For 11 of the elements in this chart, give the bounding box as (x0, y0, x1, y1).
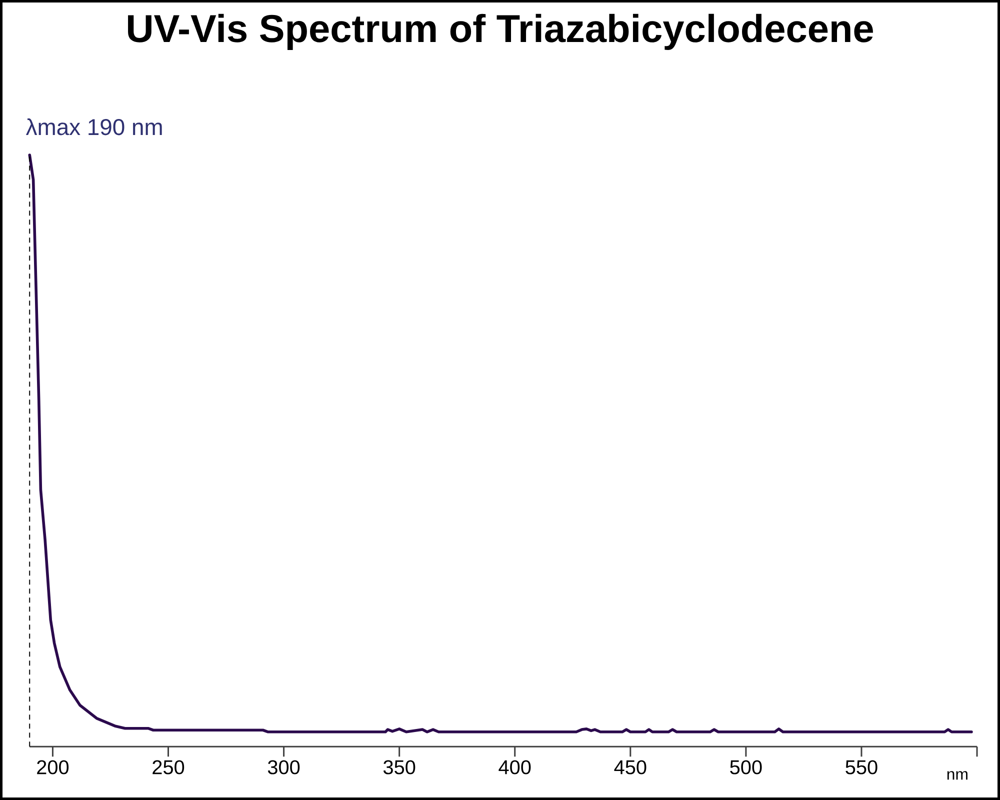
x-tick-label: 500 (730, 760, 762, 774)
x-tick-label: 200 (37, 760, 69, 774)
x-tick-label: 400 (498, 760, 531, 774)
x-tick-label: 300 (268, 760, 300, 774)
x-axis-title: nm (947, 771, 968, 780)
x-tick-label: 550 (846, 760, 878, 774)
x-tick-label: 250 (152, 760, 184, 774)
chart-title: UV-Vis Spectrum of Triazabicyclodecene (128, 14, 873, 50)
ref-line-label: λmax 190 nm (26, 118, 162, 136)
x-tick-label: 350 (383, 760, 416, 774)
x-tick-label: 450 (614, 760, 646, 774)
